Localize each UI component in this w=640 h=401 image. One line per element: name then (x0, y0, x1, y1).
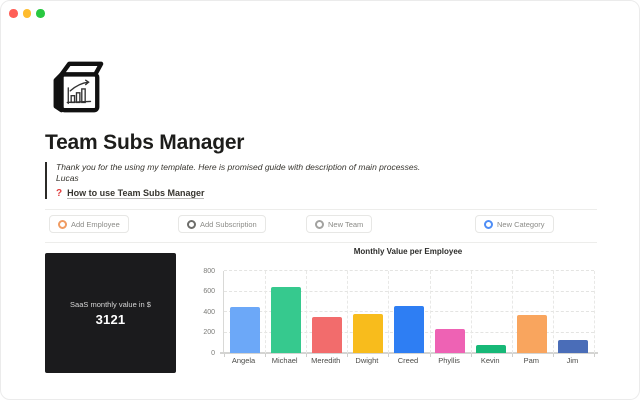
kpi-value: 3121 (95, 311, 126, 327)
quote-block: Thank you for the using my template. Her… (45, 162, 596, 199)
guide-link-label[interactable]: How to use Team Subs Manager (67, 188, 205, 199)
x-tick-mark (470, 354, 472, 357)
chart-x-axis-line (220, 352, 598, 354)
quote-text-line1: Thank you for the using my template. Her… (56, 162, 421, 172)
question-mark-icon: ? (56, 187, 63, 199)
v-gridline (470, 271, 472, 353)
kpi-card: SaaS monthly value in $ 3121 (45, 253, 176, 373)
v-gridline (347, 271, 349, 353)
v-gridline (511, 271, 513, 353)
x-category-label: Pam (523, 356, 540, 365)
divider-top (45, 209, 597, 210)
page-content: Team Subs Manager Thank you for the usin… (45, 1, 598, 401)
y-tick-label: 400 (203, 308, 215, 316)
gear-ring-icon (315, 219, 324, 229)
gear-ring-icon (484, 219, 493, 229)
x-tick-mark (429, 354, 431, 357)
gear-ring-icon (58, 219, 67, 229)
x-tick-mark (347, 354, 349, 357)
v-gridline (388, 271, 390, 353)
page-title: Team Subs Manager (45, 131, 245, 154)
button-new-team[interactable]: New Team (306, 215, 373, 233)
bar-angela (229, 306, 260, 353)
v-gridline (429, 271, 431, 353)
button-label: Add Subscription (200, 219, 257, 229)
y-tick-label: 800 (203, 267, 215, 275)
gear-ring-icon (187, 219, 196, 229)
divider-bottom (45, 242, 597, 243)
y-tick-label: 0 (211, 349, 215, 357)
button-label: New Category (497, 219, 545, 229)
button-add-employee[interactable]: Add Employee (49, 215, 129, 233)
v-gridline (552, 271, 554, 353)
window-controls (9, 9, 45, 18)
bar-chart: Monthly Value per Employee 0 200 400 600 800… (190, 247, 598, 377)
quote-text-line2: Lucas (56, 173, 79, 183)
bar-meredith (311, 317, 342, 353)
x-category-label: Meredith (311, 356, 341, 365)
chart-x-axis-labels: Angela Michael Meredith Dwight Creed Phyllis K… (223, 356, 593, 368)
h-gridline (224, 290, 594, 292)
x-tick-mark (306, 354, 308, 357)
zoom-window-button[interactable] (36, 9, 45, 18)
x-tick-mark (265, 354, 267, 357)
button-add-subscription[interactable]: Add Subscription (178, 215, 266, 233)
chart-y-axis-labels: 0 200 400 600 800 (190, 267, 218, 357)
bar-michael (270, 287, 301, 353)
x-tick-mark (388, 354, 390, 357)
bar-phyllis (435, 329, 466, 353)
bar-dwight (352, 314, 383, 353)
bar-jim (558, 339, 589, 353)
minimize-window-button[interactable] (22, 9, 31, 18)
chart-title: Monthly Value per Employee (353, 247, 463, 256)
x-tick-mark (224, 354, 225, 357)
x-tick-mark (552, 354, 554, 357)
guide-page-link[interactable]: ? How to use Team Subs Manager (56, 188, 596, 199)
x-tick-mark (511, 354, 513, 357)
v-gridline (594, 271, 595, 353)
y-tick-label: 600 (203, 288, 215, 295)
h-gridline (224, 270, 594, 271)
cube-bar-chart-icon (53, 61, 104, 113)
x-category-label: Michael (271, 356, 298, 365)
v-gridline (265, 271, 267, 353)
button-label: Add Employee (71, 219, 120, 229)
button-new-category[interactable]: New Category (475, 215, 554, 233)
bar-creed (394, 306, 424, 353)
chart-plot (220, 270, 598, 357)
x-category-label: Kevin (480, 356, 500, 365)
bar-pam (517, 315, 548, 353)
toolbar: Add Employee Add Subscription New Team New … (45, 215, 597, 235)
v-gridline (306, 271, 308, 353)
bar-kevin (476, 344, 507, 353)
x-category-label: Dwight (355, 356, 379, 365)
button-label: New Team (328, 219, 364, 229)
x-category-label: Angela (231, 356, 256, 365)
kpi-label: SaaS monthly value in $ (70, 299, 151, 309)
y-tick-label: 200 (203, 329, 215, 336)
x-category-label: Phyllis (438, 356, 460, 365)
x-category-label: Creed (397, 356, 419, 365)
x-tick-mark (594, 354, 595, 357)
close-window-button[interactable] (9, 9, 18, 18)
x-category-label: Jim (566, 356, 579, 365)
